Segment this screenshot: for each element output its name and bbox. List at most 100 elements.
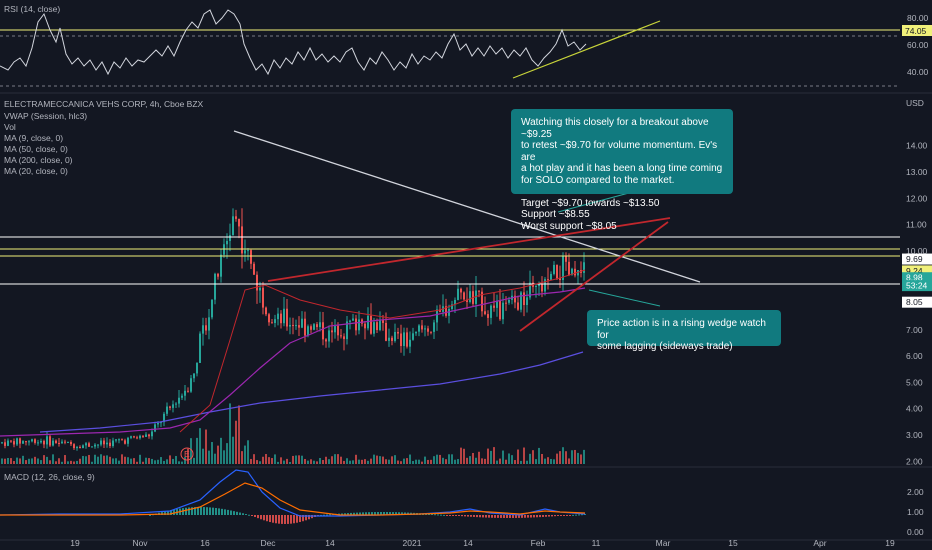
candle-body [319,322,321,328]
candle-body [424,328,426,330]
candle-body [49,436,51,446]
macd-hist-bar [269,515,271,523]
time-axis[interactable]: 19 Nov 16 Dec 14 2021 14 Feb 11 Mar 15 Apr 19 [70,538,895,548]
candle-body [55,440,57,443]
macd-pane[interactable]: MACD (12, 26, close, 9) 2.00 1.00 0.00 [0,469,924,537]
candle-body [40,440,42,443]
volume-bar [241,451,243,464]
macd-hist-bar [374,512,376,515]
annotation-breakout[interactable]: Watching this closely for a breakout abo… [511,109,733,232]
candle-body [196,362,198,374]
candle-body [199,333,201,363]
earnings-marker[interactable] [180,447,194,461]
volume-bar [277,461,279,464]
macd-hist-bar [470,515,472,517]
volume-bar [82,455,84,464]
volume-bar [442,457,444,464]
candle-body [388,337,390,341]
macd-hist-bar [260,515,262,520]
volume-bar [307,460,309,464]
candle-body [436,309,438,323]
volume-bar [127,457,129,464]
macd-hist-bar [299,515,301,523]
candle-body [523,292,525,306]
volume-bar [433,456,435,464]
price-tag-label: 9.24 [906,266,923,276]
macd-hist-bar [548,515,550,517]
macd-hist-bar [539,515,541,518]
volume-bar [100,454,102,464]
rsi-pane[interactable]: RSI (14, close) 80.00 60.00 40.00 74.05 [0,4,932,87]
candle-body [82,445,84,449]
macd-hist-bar [560,515,562,516]
candle-body [412,333,414,340]
macd-hist-bar [473,515,475,517]
candle-body [205,325,207,331]
volume-bar [247,440,249,464]
annotation-wedge[interactable]: Price action is in a rising wedge watch … [587,310,781,352]
time-axis-label: Feb [531,538,546,548]
candle-body [286,308,288,327]
volume-bar [421,461,423,464]
candle-body [358,319,360,331]
candle-body [295,325,297,327]
indicator-vol: Vol [4,122,16,132]
candle-body [13,441,15,445]
macd-hist-bar [455,515,457,516]
candle-body [274,319,276,323]
macd-hist-bar [551,515,553,517]
candle-body [271,322,273,324]
volume-bar [403,458,405,464]
candle-body [391,337,393,341]
macd-hist-bar [497,515,499,518]
volume-bar [226,443,228,464]
macd-hist-bar [347,513,349,515]
wedge-lower-line [519,221,669,332]
volume-bar [301,455,303,464]
candle-body [190,378,192,392]
macd-hist-bar [326,514,328,516]
price-pane[interactable]: ELECTRAMECCANICA VEHS CORP, 4h, Cboe BZX… [0,98,932,466]
volume-bar [412,461,414,464]
volume-bar [457,459,459,464]
volume-bar [136,461,138,464]
candle-body [406,332,408,347]
macd-hist-bar [305,515,307,521]
rsi-value-tag [902,25,932,36]
macd-hist-bar [287,515,289,524]
macd-hist-bar [392,512,394,515]
macd-hist-bar [533,515,535,518]
candle-body [403,332,405,347]
candle-body [544,279,546,292]
volume-bar [454,459,456,464]
volume-bars [1,403,585,464]
candle-body [259,287,261,291]
macd-hist-bar [167,510,169,515]
candle-body [172,404,174,408]
macd-hist-bar [185,507,187,515]
candle-body [211,299,213,318]
macd-hist-bar [386,512,388,515]
candle-body [73,444,75,449]
volume-bar [52,454,54,464]
candle-body [112,440,114,447]
volume-bar [535,459,537,464]
macd-hist-bar [221,508,223,515]
macd-hist-bar [368,512,370,515]
candle-body [217,273,219,277]
signal-line [0,482,586,516]
volume-bar [211,442,213,464]
candle-body [262,287,264,308]
rsi-trendline [512,20,661,79]
macd-hist-bar [530,515,532,518]
candle-body [562,256,564,280]
candle-body [241,226,243,254]
volume-bar [358,459,360,464]
candle-body [349,320,351,322]
macd-hist-bar [296,515,298,523]
volume-bar [316,461,318,464]
candle-body [61,441,63,444]
candle-body [139,435,141,439]
macd-axis-label-0: 0.00 [907,527,924,537]
